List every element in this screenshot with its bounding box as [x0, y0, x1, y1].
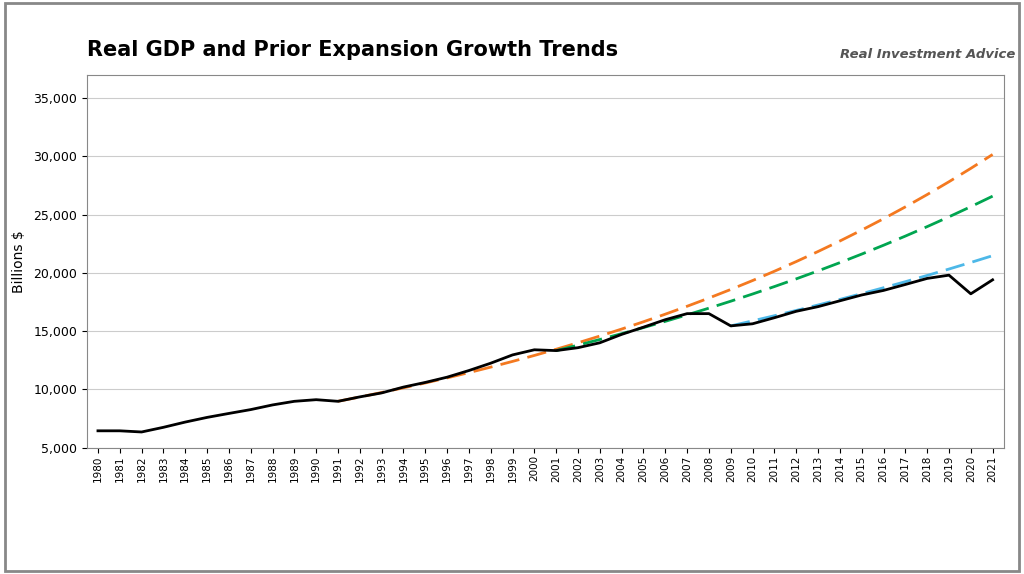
Y-axis label: Billions $: Billions $ [12, 230, 27, 293]
Legend: Real GDP, '80s Trend - 4.12%, '90s Trend - 3.51%, '00s Trend - 2.78%: Real GDP, '80s Trend - 4.12%, '90s Trend… [206, 573, 885, 574]
Text: Real Investment Advice: Real Investment Advice [840, 48, 1015, 61]
Text: Real GDP and Prior Expansion Growth Trends: Real GDP and Prior Expansion Growth Tren… [87, 40, 618, 60]
